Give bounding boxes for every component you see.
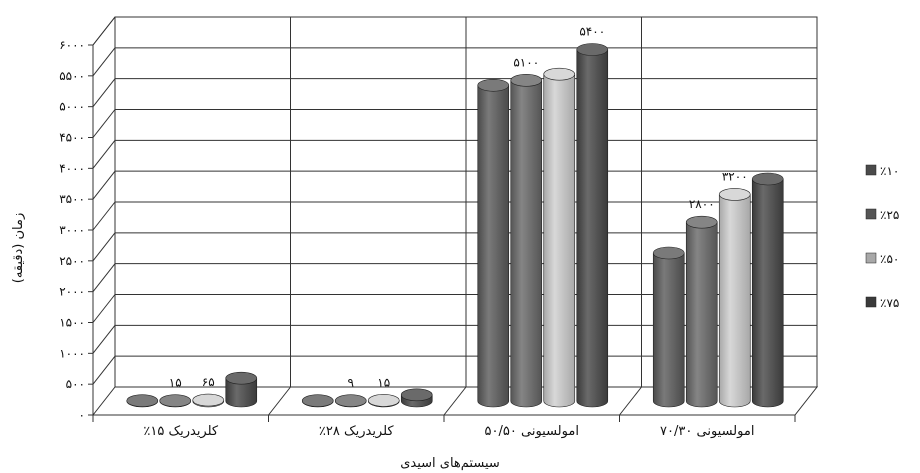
bar (510, 74, 543, 408)
y-tick-label: ۱۰۰۰ (59, 346, 85, 360)
bar (751, 172, 784, 408)
y-tick-label: ۵۰۰۰ (59, 100, 85, 114)
category-label: امولسیونی ۷۰/۳۰ (660, 424, 754, 439)
legend-swatch (865, 164, 877, 176)
data-label: ۱۵ (377, 375, 390, 389)
legend-item: ٪۲۵ (865, 208, 899, 222)
data-label: ۱۵ (169, 376, 182, 390)
category-label: امولسیونی ۵۰/۵۰ (485, 424, 579, 439)
data-label: ۶۵ (202, 375, 215, 389)
bar (367, 394, 400, 408)
y-tick-label: ۵۵۰۰ (59, 69, 85, 83)
category-labels: کلریدریک ۱۵٪ کلریدریک ۲۸٪ امولسیونی ۵۰/۵۰ ا… (143, 424, 754, 439)
bar (652, 246, 685, 408)
y-tick-label: ۵۰۰ (66, 377, 85, 391)
x-axis-title: سیستم‌های اسیدی (400, 456, 500, 471)
y-tick-label: ۲۰۰۰ (59, 285, 85, 299)
bar (301, 394, 334, 408)
y-tick-label: ۱۵۰۰ (59, 316, 85, 330)
y-tick-label: ۳۰۰۰ (59, 223, 85, 237)
y-tick-label: ۶۰۰۰ (59, 38, 85, 52)
bar (685, 215, 718, 408)
category-label: کلریدریک ۱۵٪ (143, 424, 219, 439)
bar (334, 394, 367, 408)
data-label: ۳۲۰۰ (722, 169, 748, 183)
legend-item: ٪۷۵ (865, 296, 899, 310)
bar (192, 393, 225, 408)
legend-label: ٪۷۵ (880, 296, 899, 310)
legend-label: ٪۱۰ (880, 164, 899, 178)
legend-item: ٪۵۰ (865, 252, 899, 266)
bar (576, 43, 609, 408)
legend: ٪۱۰ ٪۲۵ ٪۵۰ ٪۷۵ (865, 164, 899, 310)
legend-swatch (865, 252, 877, 264)
legend-label: ٪۲۵ (880, 208, 899, 222)
bar (718, 188, 751, 408)
bar (400, 388, 433, 408)
y-axis-ticks: ۰ ۵۰۰ ۱۰۰۰ ۱۵۰۰ ۲۰۰۰ ۲۵۰۰ ۳۰۰۰ ۳۵۰۰ ۴۰۰۰ ۴۵۰۰ ۵۰۰۰… (59, 38, 85, 422)
legend-item: ٪۱۰ (865, 164, 899, 178)
data-labels: ۱۵ ۶۵ ۹ ۱۵ ۵۱۰۰ ۵۴۰۰ ۲۸۰۰ ۳۲۰۰ (169, 25, 748, 390)
bar (477, 78, 510, 408)
bar (126, 394, 159, 408)
category-label: کلریدریک ۲۸٪ (319, 424, 395, 439)
bar (159, 394, 192, 408)
bar (225, 371, 258, 408)
legend-swatch (865, 296, 877, 308)
y-tick-label: ۳۵۰۰ (59, 192, 85, 206)
legend-swatch (865, 208, 877, 220)
data-label: ۲۸۰۰ (689, 197, 715, 211)
bar (543, 67, 576, 408)
y-tick-label: ۴۰۰۰ (59, 161, 85, 175)
bars (126, 43, 784, 408)
data-label: ۵۱۰۰ (513, 55, 539, 69)
y-tick-label: ۴۵۰۰ (59, 131, 85, 145)
data-label: ۵۴۰۰ (579, 25, 605, 39)
data-label: ۹ (348, 376, 354, 390)
legend-label: ٪۵۰ (880, 252, 899, 266)
y-tick-label: ۰ (79, 408, 85, 422)
y-axis-title: زمان (دقیقه) (11, 213, 26, 284)
y-tick-label: ۲۵۰۰ (59, 254, 85, 268)
